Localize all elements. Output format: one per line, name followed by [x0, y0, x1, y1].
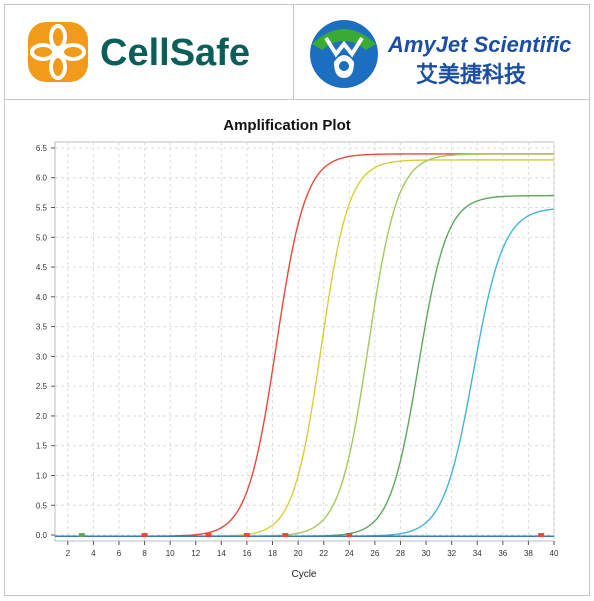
baseline-marker [538, 533, 545, 538]
baseline-marker [78, 533, 85, 538]
x-tick-label: 10 [166, 549, 175, 558]
baseline-marker [141, 533, 148, 538]
x-tick-label: 24 [345, 549, 354, 558]
figure-frame [4, 4, 590, 596]
amyjet-logo: AmyJet Scientific 艾美捷科技 [310, 20, 571, 88]
baseline-markers [78, 533, 545, 538]
y-tick-label: 2.5 [36, 382, 48, 391]
amplification-plot: Amplification Plot 2 4 6 8 10 12 14 16 18 20 22 24 2… [36, 117, 559, 580]
baseline-marker [205, 533, 212, 538]
amyjet-emblem-icon [310, 20, 378, 88]
cellsafe-emblem-icon [28, 22, 88, 82]
y-tick-label: 2.0 [36, 412, 48, 421]
plot-area [54, 141, 555, 542]
y-tick-label: 0.5 [36, 501, 48, 510]
y-tick-label: 3.0 [36, 352, 48, 361]
x-tick-label: 2 [66, 549, 71, 558]
x-tick-label: 16 [242, 549, 251, 558]
x-tick-label: 6 [117, 549, 122, 558]
x-tick-label: 40 [550, 549, 559, 558]
x-tick-label: 30 [422, 549, 431, 558]
axes: 2 4 6 8 10 12 14 16 18 20 22 24 26 28 30 32 34 36 38 400.00… [36, 144, 559, 558]
chart-title: Amplification Plot [223, 117, 351, 134]
x-tick-label: 4 [91, 549, 96, 558]
x-tick-label: 36 [498, 549, 507, 558]
x-tick-label: 8 [142, 549, 147, 558]
x-tick-label: 38 [524, 549, 533, 558]
baseline-marker [243, 533, 250, 538]
y-tick-label: 6.0 [36, 174, 48, 183]
y-tick-label: 1.5 [36, 442, 48, 451]
y-tick-label: 3.5 [36, 323, 48, 332]
chart-container: Amplification Plot 2 4 6 8 10 12 14 16 18 20 22 24 2… [4, 100, 590, 596]
cellsafe-brand-name: CellSafe [100, 32, 250, 74]
x-tick-label: 20 [294, 549, 303, 558]
y-tick-label: 6.5 [36, 144, 48, 153]
y-tick-label: 5.0 [36, 233, 48, 242]
amyjet-brand-name: AmyJet Scientific [387, 32, 571, 57]
x-tick-label: 22 [319, 549, 328, 558]
y-tick-label: 4.0 [36, 293, 48, 302]
x-tick-label: 28 [396, 549, 405, 558]
baseline-marker [346, 533, 353, 538]
cellsafe-logo: CellSafe [28, 22, 250, 82]
logo-row: CellSafe AmyJet Scientific 艾美捷科技 [4, 4, 590, 100]
x-tick-label: 12 [191, 549, 200, 558]
x-tick-label: 26 [370, 549, 379, 558]
x-tick-label: 32 [447, 549, 456, 558]
y-tick-label: 1.0 [36, 471, 48, 480]
x-axis-label: Cycle [291, 569, 316, 580]
x-tick-label: 14 [217, 549, 226, 558]
baseline-marker [282, 533, 289, 538]
x-tick-label: 18 [268, 549, 277, 558]
series-lines [55, 153, 555, 537]
y-tick-label: 5.5 [36, 204, 48, 213]
y-tick-label: 0.0 [36, 531, 48, 540]
logo-divider [293, 4, 294, 100]
x-tick-label: 34 [473, 549, 482, 558]
y-tick-label: 4.5 [36, 263, 48, 272]
amyjet-brand-name-cn: 艾美捷科技 [416, 62, 527, 87]
